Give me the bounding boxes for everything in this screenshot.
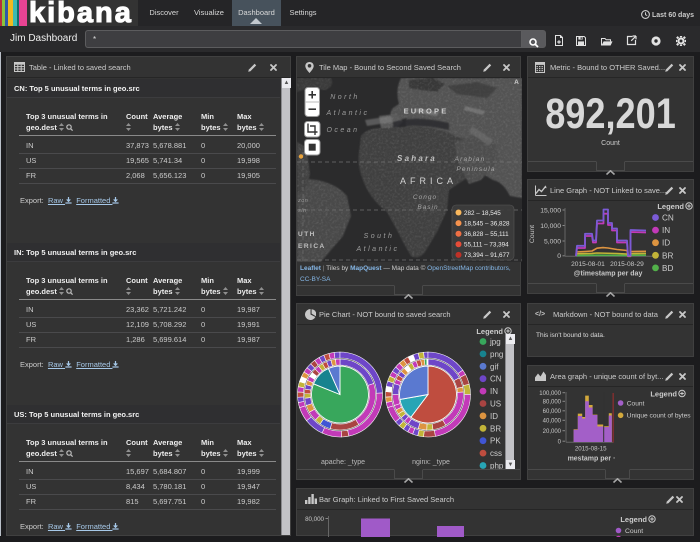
svg-text:5,000: 5,000 xyxy=(544,238,561,245)
svg-text:Legend: Legend xyxy=(476,327,503,336)
svg-text:Congo: Congo xyxy=(413,194,437,201)
svg-text:0: 0 xyxy=(558,439,562,445)
svg-text:gif: gif xyxy=(490,362,499,371)
svg-text:CN: CN xyxy=(662,214,674,223)
svg-text:100,000: 100,000 xyxy=(539,391,561,397)
svg-text:@timestamp per day: @timestamp per day xyxy=(574,271,643,278)
svg-text:mestamp per ·: mestamp per · xyxy=(568,456,616,463)
svg-text:282 – 18,545: 282 – 18,545 xyxy=(464,210,501,217)
svg-text:A: A xyxy=(514,79,520,86)
svg-text:Atlantic: Atlantic xyxy=(326,110,370,117)
svg-text:20,000: 20,000 xyxy=(543,429,562,435)
svg-text:80,000: 80,000 xyxy=(543,400,562,406)
svg-text:sin: sin xyxy=(298,208,307,214)
svg-text:BR: BR xyxy=(490,424,501,433)
svg-text:php: php xyxy=(490,462,504,471)
svg-text:2015-08-01: 2015-08-01 xyxy=(571,261,605,268)
svg-text:40,000: 40,000 xyxy=(543,419,562,425)
svg-text:IN: IN xyxy=(490,387,498,396)
svg-text:Legend: Legend xyxy=(620,515,647,524)
svg-text:CN: CN xyxy=(490,375,502,384)
svg-text:Basin: Basin xyxy=(417,204,438,211)
svg-text:Atlantic: Atlantic xyxy=(356,246,400,253)
svg-text:US: US xyxy=(490,400,501,409)
svg-text:Legend: Legend xyxy=(657,202,684,211)
svg-text:55,111 – 73,394: 55,111 – 73,394 xyxy=(464,242,509,249)
svg-text:18,545 – 36,828: 18,545 – 36,828 xyxy=(464,220,510,227)
svg-text:EUROPE: EUROPE xyxy=(404,107,449,116)
svg-text:Sahara: Sahara xyxy=(397,154,437,163)
svg-text:PK: PK xyxy=(490,437,501,446)
svg-text:2015-08-29: 2015-08-29 xyxy=(610,261,644,268)
svg-text:15,000: 15,000 xyxy=(540,207,561,214)
svg-text:Ocean: Ocean xyxy=(326,127,359,134)
svg-text:css: css xyxy=(490,449,502,458)
svg-text:Legend: Legend xyxy=(650,390,677,399)
svg-text:BR: BR xyxy=(662,251,673,260)
svg-text:AFRICA: AFRICA xyxy=(400,176,457,186)
svg-text:png: png xyxy=(490,350,503,359)
svg-text:IN: IN xyxy=(662,226,670,235)
svg-text:Count: Count xyxy=(529,225,536,243)
svg-text:zon: zon xyxy=(297,198,308,204)
svg-text:2015-08-15: 2015-08-15 xyxy=(575,446,607,453)
svg-text:36,828 – 55,111: 36,828 – 55,111 xyxy=(464,231,509,238)
svg-text:73,394 – 91,677: 73,394 – 91,677 xyxy=(464,252,510,259)
svg-text:UTH: UTH xyxy=(298,231,316,238)
svg-text:ID: ID xyxy=(662,239,670,248)
svg-text:Count: Count xyxy=(627,400,645,407)
svg-text:Count: Count xyxy=(625,528,643,535)
svg-text:BD: BD xyxy=(662,264,673,273)
svg-text:Peninsula: Peninsula xyxy=(456,166,495,173)
svg-text:0: 0 xyxy=(557,253,561,260)
svg-text:10,000: 10,000 xyxy=(540,223,561,230)
svg-text:Unique count of bytes: Unique count of bytes xyxy=(627,413,691,420)
svg-text:South: South xyxy=(364,233,395,240)
svg-text:jpg: jpg xyxy=(489,338,501,347)
svg-text:ERICA: ERICA xyxy=(298,243,326,250)
svg-text:80,000: 80,000 xyxy=(305,516,324,523)
svg-text:Arabian: Arabian xyxy=(454,156,486,163)
svg-text:ID: ID xyxy=(490,412,498,421)
svg-text:60,000: 60,000 xyxy=(543,409,562,415)
svg-text:North: North xyxy=(330,94,360,101)
